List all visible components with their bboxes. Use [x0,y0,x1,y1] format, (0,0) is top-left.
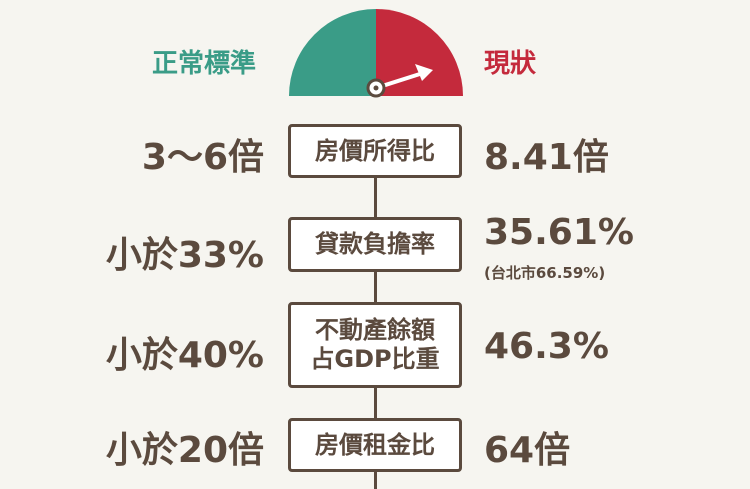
standard-value-loan-burden: 小於33% [105,235,264,276]
standard-value-price-income: 3〜6倍 [141,137,264,178]
standard-value-price-rent: 小於20倍 [105,430,264,471]
normal-standard-heading: 正常標準 [152,49,257,79]
metric-label-line1: 不動產餘額 [315,316,435,345]
current-value-real-estate-gdp: 46.3% [484,326,609,367]
gauge-icon [289,9,463,98]
current-value-price-income: 8.41倍 [484,137,609,178]
gauge-current-half [376,9,463,96]
metric-box-price-income: 房價所得比 [288,124,462,178]
metric-label: 房價所得比 [315,136,435,165]
current-value-loan-burden: 35.61% [484,212,634,253]
taipei-note: (台北市66.59%) [484,264,606,282]
standard-value-real-estate-gdp: 小於40% [105,335,264,376]
metric-label-line2: 占GDP比重 [310,345,440,373]
current-value-price-rent: 64倍 [484,430,571,471]
metric-label: 房價租金比 [315,430,435,459]
metric-box-price-rent: 房價租金比 [288,418,462,472]
metric-label: 貸款負擔率 [315,230,435,259]
metric-box-real-estate-gdp: 不動產餘額 占GDP比重 [288,302,462,388]
metric-box-loan-burden: 貸款負擔率 [288,217,462,272]
gauge-needle-arrowhead [415,64,433,81]
current-status-heading: 現狀 [484,49,537,79]
gauge-normal-half [289,9,376,96]
